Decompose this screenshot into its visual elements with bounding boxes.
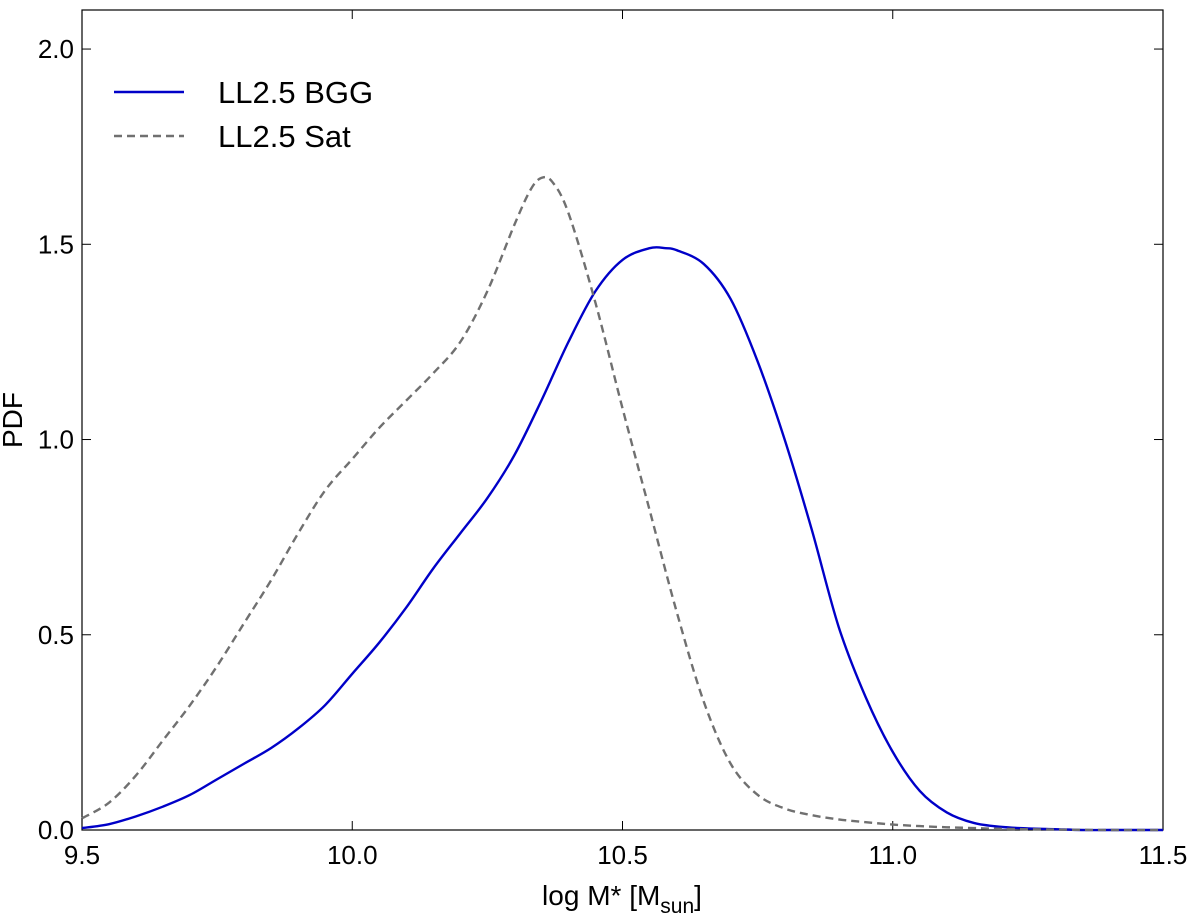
x-axis-label-main: log M* [M — [542, 880, 660, 911]
y-tick-label: 1.0 — [38, 425, 74, 455]
x-tick-label: 11.5 — [1139, 840, 1188, 870]
legend-label-bgg: LL2.5 BGG — [218, 75, 373, 110]
series-line-bgg — [81, 246, 1163, 832]
tick-labels: 9.5 10.0 10.5 11.0 11.5 0.0 0.5 1.0 1.5 2.0 — [38, 34, 1188, 870]
x-tick-label: 10.0 — [327, 840, 378, 870]
y-tick-label: 0.5 — [38, 620, 74, 650]
series — [81, 175, 1164, 832]
x-axis-label-end: ] — [694, 880, 702, 911]
x-tick-label: 9.5 — [64, 840, 100, 870]
series-line-sat — [81, 175, 1164, 832]
legend-label-sat: LL2.5 Sat — [218, 119, 351, 154]
x-axis-label: log M* [Msun] — [542, 880, 702, 917]
x-tick-label: 10.5 — [597, 840, 648, 870]
legend: LL2.5 BGG LL2.5 Sat — [114, 75, 373, 154]
y-tick-label: 2.0 — [38, 34, 74, 64]
x-tick-label: 11.0 — [868, 840, 917, 870]
y-axis-label: PDF — [0, 392, 28, 448]
x-axis-label-sub: sun — [660, 895, 694, 917]
y-tick-label: 0.0 — [38, 815, 74, 845]
y-tick-label: 1.5 — [38, 229, 74, 259]
